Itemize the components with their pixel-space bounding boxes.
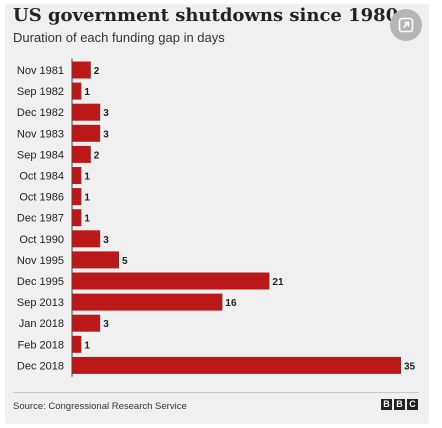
- expand-icon: [398, 17, 414, 33]
- data-label: 3: [103, 108, 109, 119]
- footer-divider: [13, 392, 419, 393]
- category-label: Oct 1990: [19, 234, 64, 246]
- bar-chart: Nov 1981 2 Sep 1982 1 Dec 1982 3 Nov 1983 3 Sep …: [17, 58, 416, 377]
- category-label: Sep 2013: [17, 297, 64, 309]
- bar: [72, 167, 82, 184]
- data-label: 35: [404, 361, 416, 372]
- bar: [72, 124, 101, 142]
- data-label: 3: [103, 319, 109, 330]
- data-label: 5: [122, 256, 128, 267]
- data-label: 3: [103, 235, 109, 246]
- logo-block: C: [407, 399, 418, 410]
- bar: [72, 335, 82, 353]
- data-label: 1: [84, 87, 90, 98]
- category-label: Oct 1984: [19, 171, 64, 183]
- bar: [72, 103, 101, 121]
- data-label: 1: [84, 340, 90, 351]
- bar: [72, 230, 101, 248]
- category-label: Oct 1986: [19, 192, 64, 204]
- data-label: 21: [272, 277, 284, 288]
- category-label: Dec 1987: [17, 213, 64, 225]
- chart-subtitle: Duration of each funding gap in days: [13, 30, 225, 45]
- bar: [72, 293, 223, 311]
- category-label: Dec 1982: [17, 107, 64, 119]
- bbc-logo: B B C: [381, 399, 418, 410]
- bar: [72, 82, 82, 100]
- bar: [72, 145, 91, 163]
- logo-block: B: [394, 399, 405, 410]
- data-label: 3: [103, 129, 109, 140]
- data-label: 2: [94, 150, 100, 161]
- data-label: 1: [84, 172, 90, 183]
- category-label: Nov 1981: [17, 65, 64, 77]
- bar: [72, 209, 82, 227]
- logo-block: B: [381, 399, 392, 410]
- category-label: Feb 2018: [18, 339, 64, 351]
- category-label: Sep 1984: [17, 149, 64, 161]
- bar: [72, 188, 82, 206]
- chart-title: US government shutdowns since 1980: [13, 5, 399, 26]
- bar: [72, 272, 270, 290]
- bar: [72, 61, 91, 79]
- data-label: 1: [84, 193, 90, 204]
- category-label: Nov 1995: [17, 255, 64, 267]
- category-label: Jan 2018: [19, 318, 64, 330]
- data-label: 2: [94, 66, 100, 77]
- source-note: Source: Congressional Research Service: [13, 401, 187, 412]
- category-label: Nov 1983: [17, 128, 64, 140]
- category-label: Dec 2018: [17, 360, 64, 372]
- expand-button[interactable]: [390, 9, 422, 41]
- bar: [72, 356, 401, 374]
- data-label: 16: [225, 298, 237, 309]
- category-label: Dec 1995: [17, 276, 64, 288]
- data-label: 1: [84, 214, 90, 225]
- category-label: Sep 1982: [17, 86, 64, 98]
- bar: [72, 251, 119, 269]
- bar: [72, 314, 101, 332]
